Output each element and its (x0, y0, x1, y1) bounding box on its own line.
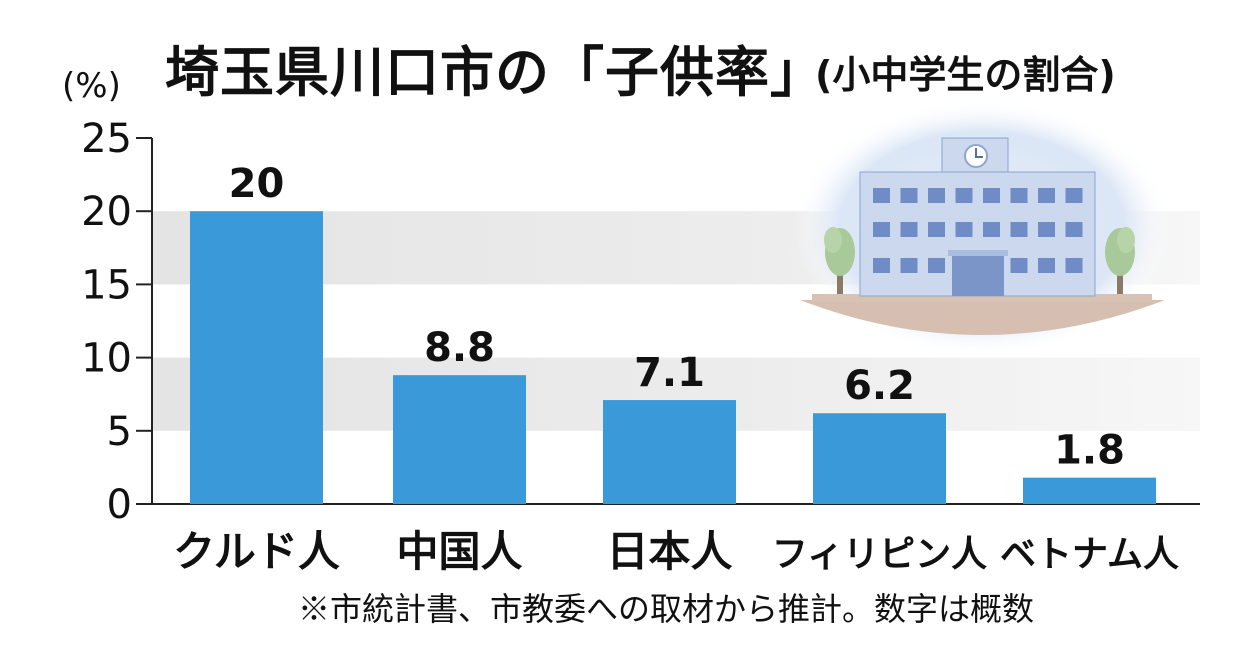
school-window (873, 188, 890, 203)
school-window (1010, 222, 1028, 237)
school-window (983, 188, 1000, 203)
y-tick-label: 20 (81, 189, 132, 235)
school-window (873, 222, 890, 237)
y-tick-labels: 0 5 10 15 20 25 (81, 116, 132, 528)
school-window (955, 222, 973, 237)
school-window (900, 258, 918, 273)
school-window (1065, 188, 1083, 203)
school-window (1065, 258, 1083, 273)
y-axis-unit: (%) (62, 66, 121, 106)
school-building-icon (792, 100, 1172, 356)
value-label: 20 (229, 161, 285, 207)
bar (190, 211, 323, 504)
school-window (1038, 188, 1055, 203)
school-window (1038, 258, 1055, 273)
school-window (928, 188, 945, 203)
value-labels: 20 8.8 7.1 6.2 1.8 (229, 161, 1125, 473)
bar (1023, 477, 1156, 504)
bar (813, 413, 946, 504)
y-tick-label: 5 (107, 409, 132, 455)
category-label: フィリピン人 (772, 534, 987, 575)
value-label: 8.8 (424, 325, 495, 371)
y-tick-label: 0 (107, 482, 132, 528)
category-labels: クルド人 中国人 日本人 フィリピン人 ベトナム人 (173, 527, 1179, 576)
school-window (873, 258, 890, 273)
value-label: 6.2 (844, 363, 915, 409)
school-window (900, 222, 918, 237)
category-label: 中国人 (396, 527, 522, 576)
chart-title: 埼玉県川口市の「子供率」 (165, 41, 825, 104)
y-tick-label: 25 (81, 116, 132, 162)
school-window (1010, 188, 1028, 203)
y-tick-label: 10 (81, 336, 132, 382)
category-label: 日本人 (606, 527, 732, 576)
school-window (928, 222, 945, 237)
school-window (983, 222, 1000, 237)
category-label: クルド人 (173, 527, 340, 576)
school-window (1038, 222, 1055, 237)
value-label: 7.1 (634, 350, 705, 396)
school-window (1065, 222, 1083, 237)
chart-subtitle: (小中学生の割合) (815, 53, 1116, 97)
bar (603, 400, 736, 504)
school-window (1010, 258, 1028, 273)
school-windows (873, 188, 1083, 273)
bar (393, 375, 526, 504)
category-label: ベトナム人 (1000, 534, 1179, 575)
value-label: 1.8 (1054, 428, 1125, 474)
school-window (900, 188, 918, 203)
y-tick-label: 15 (81, 262, 132, 308)
bars (190, 211, 1156, 504)
school-window (928, 258, 945, 273)
school-window (955, 188, 973, 203)
footnote: ※市統計書、市教委への取材から推計。数字は概数 (298, 590, 1035, 628)
